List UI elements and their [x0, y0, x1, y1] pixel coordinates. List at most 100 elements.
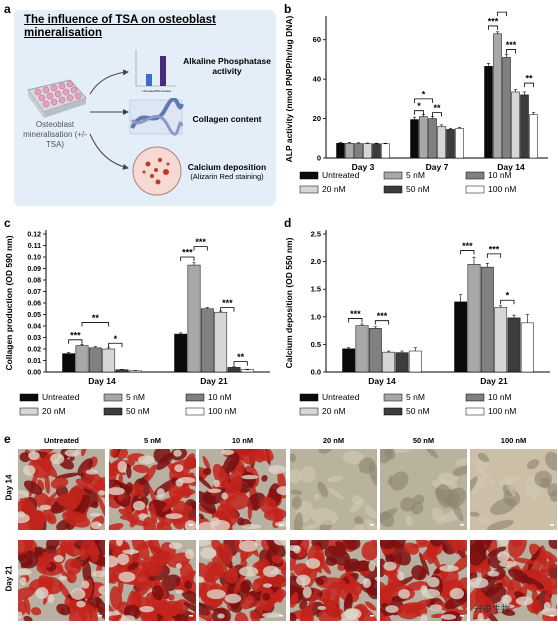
legend-swatch-c	[19, 393, 39, 402]
cell-gap	[427, 577, 440, 588]
legend-label-b: 20 nM	[322, 184, 346, 194]
cell-gap	[199, 540, 211, 547]
bar-d-10nM	[368, 328, 382, 373]
stain-blob	[224, 568, 239, 584]
significance-label-c: ***	[222, 298, 233, 308]
stain-blob	[199, 473, 213, 490]
stain-blob	[95, 596, 105, 620]
stain-blob	[324, 545, 351, 566]
bar-b-50nM	[520, 94, 529, 159]
stain-blob	[77, 458, 94, 477]
micrograph-column-header: 10 nM	[231, 436, 254, 445]
stain-blob	[28, 515, 44, 530]
bar-d-10nM	[480, 266, 494, 373]
y-tick-label-d: 1.5	[311, 285, 321, 294]
cell-gap	[120, 615, 136, 621]
significance-bracket-d	[374, 320, 390, 325]
calcium-deposition-chart: Calcium deposition (OD 550 nm) 0.0 0.5 1.0 1…	[284, 230, 550, 416]
stain-blob	[520, 555, 544, 580]
bar-d-50nM	[395, 352, 409, 373]
stain-blob	[222, 452, 240, 474]
stain-blob	[184, 453, 195, 468]
stain-blob	[313, 493, 320, 500]
significance-bracket-c	[220, 307, 235, 312]
bar-b-5nM	[345, 142, 354, 159]
legend-label-c: 100 nM	[208, 406, 236, 416]
cell-gap	[132, 500, 146, 511]
cell-gap	[206, 589, 226, 600]
stain-blob	[429, 540, 443, 547]
cell-gap	[18, 568, 32, 576]
cell-gap	[18, 611, 23, 619]
cell-gap	[470, 577, 489, 589]
stain-blob	[364, 504, 377, 519]
legend-swatch-b	[383, 185, 403, 194]
cell-gap	[81, 580, 90, 589]
significance-bracket-c	[68, 339, 83, 344]
category-label-d: Day 14	[368, 376, 396, 386]
panel-letter-e: e	[4, 432, 11, 446]
legend-swatch-d	[383, 407, 403, 416]
bar-b-20nM	[363, 143, 372, 159]
stain-blob	[119, 514, 134, 521]
cell-gap	[221, 449, 235, 456]
stain-blob	[249, 610, 261, 621]
bar-d-Untreated	[454, 301, 468, 373]
bar-b-50nM	[372, 143, 381, 159]
cell-gap	[305, 558, 321, 569]
significance-bracket-d	[348, 318, 363, 323]
scale-bar	[189, 615, 193, 617]
stain-blob	[276, 590, 284, 603]
scale-bar	[370, 615, 374, 617]
stain-blob	[450, 540, 467, 552]
stain-blob	[441, 542, 448, 553]
mini-chart-label-untreated: Untreated	[142, 89, 156, 93]
legend-label-d: 10 nM	[488, 392, 512, 402]
scale-bar	[98, 615, 102, 617]
legend-label-c: 5 nM	[126, 392, 145, 402]
significance-bracket-d	[460, 250, 475, 255]
bar-d-50nM	[507, 317, 521, 373]
bar-b-Untreated	[484, 66, 493, 159]
bar-b-100nM	[529, 114, 538, 159]
stain-blob	[316, 577, 346, 589]
cell-gap	[385, 605, 399, 613]
scale-bar	[98, 524, 102, 526]
cell-gap	[241, 474, 259, 480]
alizarin-red-micrograph	[18, 540, 105, 621]
stain-blob	[513, 557, 536, 564]
y-tick-label-c: 0.08	[27, 278, 41, 285]
stain-blob	[318, 449, 333, 454]
bar-c-20nM	[214, 311, 228, 373]
stain-blob	[199, 490, 217, 514]
alizarin-red-micrograph	[470, 540, 557, 621]
stain-blob	[55, 472, 80, 479]
stain-blob	[455, 458, 467, 468]
panel-a-title: The influence of TSA on osteoblast miner…	[24, 14, 216, 39]
legend-swatch-c	[103, 393, 123, 402]
stain-blob	[220, 504, 236, 514]
cell-gap	[473, 618, 489, 621]
collagen-fibre-icon	[129, 98, 184, 136]
cell-gap	[217, 613, 225, 619]
stain-blob	[240, 579, 252, 594]
micrograph-column-header: Untreated	[43, 436, 79, 445]
stain-blob	[182, 570, 196, 584]
stain-blob	[50, 477, 69, 489]
stain-blob	[127, 562, 139, 571]
stain-blob	[35, 459, 54, 470]
cell-gap	[165, 513, 183, 519]
cell-gap	[175, 589, 184, 594]
significance-label-c: **	[92, 313, 100, 323]
stain-blob	[81, 449, 87, 457]
alizarin-red-micrograph	[380, 449, 467, 530]
legend-label-d: 50 nM	[406, 406, 430, 416]
cell-gap	[368, 560, 376, 572]
significance-bracket-b	[488, 25, 498, 30]
cell-gap	[302, 586, 312, 599]
alizarin-red-micrograph	[470, 449, 557, 530]
cell-gap	[543, 601, 551, 611]
bar-b-20nM	[437, 126, 446, 159]
cell-gap	[420, 613, 428, 621]
stain-blob	[328, 487, 345, 500]
